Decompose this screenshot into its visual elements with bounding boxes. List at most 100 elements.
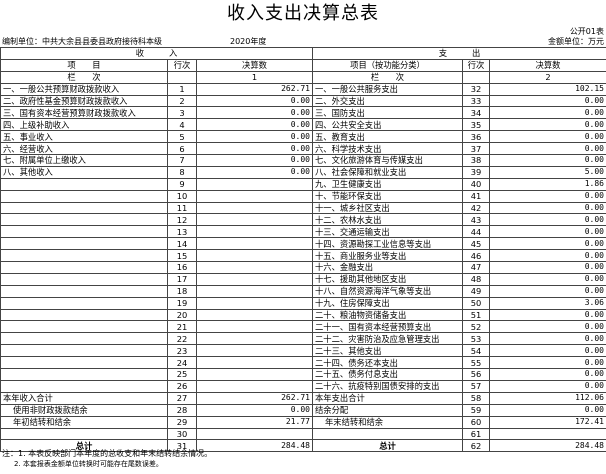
- amount-cell: [196, 320, 313, 334]
- amount-cell: 0.00: [489, 213, 606, 227]
- item-cell: 二十三、其他支出: [312, 344, 463, 358]
- line-cell: 23: [167, 344, 197, 358]
- amount-cell: 284.48: [489, 439, 606, 453]
- line-cell: 48: [462, 272, 490, 286]
- amount-header: 决算数: [196, 58, 313, 72]
- item-cell: 十六、金融支出: [312, 261, 463, 274]
- amount-cell: [196, 356, 313, 370]
- item-cell: 十二、农林水支出: [312, 213, 463, 227]
- item-cell: 二、政府性基金预算财政拨款收入: [0, 94, 168, 108]
- line-cell: 36: [462, 130, 490, 144]
- item-cell: [0, 332, 168, 346]
- line-cell: 37: [462, 142, 490, 156]
- table-row: 七、附属单位上缴收入 7 0.00 七、文化旅游体育与传媒支出 38 0.00: [0, 154, 606, 167]
- table-row: 23 二十三、其他支出 54 0.00: [0, 344, 606, 358]
- item-cell: 八、其他收入: [0, 165, 168, 179]
- table-row: 五、事业收入 5 0.00 五、教育支出 36 0.00: [0, 130, 606, 144]
- line-cell: 58: [462, 391, 490, 405]
- line-cell: 17: [167, 272, 197, 286]
- line-cell: 12: [167, 213, 197, 227]
- amount-cell: [196, 332, 313, 346]
- column-label: 栏 次: [312, 70, 463, 84]
- item-cell: 二、外交支出: [312, 94, 463, 108]
- table-row: 26 二十六、抗疫特别国债安排的支出 57 0.00: [0, 379, 606, 393]
- item-cell: 十五、商业服务业等支出: [312, 249, 463, 263]
- item-cell: 二十六、抗疫特别国债安排的支出: [312, 379, 463, 393]
- amount-cell: 0.00: [489, 368, 606, 381]
- amount-cell: [196, 213, 313, 227]
- item-cell: 十四、资源勘探工业信息等支出: [312, 237, 463, 251]
- table-row: 12 十二、农林水支出 43 0.00: [0, 213, 606, 227]
- line-cell: 52: [462, 320, 490, 334]
- line-cell: 28: [167, 403, 197, 417]
- table-row: 四、上级补助收入 4 0.00 四、公共安全支出 35 0.00: [0, 118, 606, 132]
- amount-cell: 0.00: [196, 403, 313, 417]
- table-row: 19 十九、住房保障支出 50 3.06: [0, 296, 606, 310]
- amount-cell: 0.00: [489, 237, 606, 251]
- item-cell: 十、节能环保支出: [312, 189, 463, 203]
- expense-header: 支 出: [312, 47, 606, 60]
- amount-cell: [196, 189, 313, 203]
- line-cell: 13: [167, 225, 197, 239]
- line-cell: 15: [167, 249, 197, 263]
- item-cell: [0, 189, 168, 203]
- line-cell: 53: [462, 332, 490, 346]
- line-cell: 62: [462, 439, 490, 453]
- table-row: 一、一般公共预算财政拨款收入 1 262.71 一、一般公共服务支出 32 102.15: [0, 82, 606, 96]
- line-cell: 19: [167, 296, 197, 310]
- amount-cell: [196, 201, 313, 215]
- item-cell: [0, 296, 168, 310]
- amount-cell: 0.00: [489, 118, 606, 132]
- table-row: 本年收入合计 27 262.71 本年支出合计 58 112.06: [0, 391, 606, 405]
- item-cell: 二十二、灾害防治及应急管理支出: [312, 332, 463, 346]
- line-cell: 4: [167, 118, 197, 132]
- compiling-unit: 编制单位：中共大余县县委县政府接待科本级: [2, 37, 162, 46]
- item-cell: 十七、援助其他地区支出: [312, 272, 463, 286]
- item-cell: 一、一般公共预算财政拨款收入: [0, 82, 168, 96]
- amount-cell: [196, 308, 313, 322]
- item-cell: 七、文化旅游体育与传媒支出: [312, 154, 463, 167]
- amount-cell: 0.00: [489, 272, 606, 286]
- amount-cell: [196, 261, 313, 274]
- item-cell: [0, 201, 168, 215]
- fiscal-year: 2020年度: [230, 37, 267, 46]
- table-row: 22 二十二、灾害防治及应急管理支出 53 0.00: [0, 332, 606, 346]
- item-cell: [0, 272, 168, 286]
- summary-table: 收 入 支 出 项 目 行次 决算数 项目（按功能分类） 行次 决算数 栏 次 …: [0, 47, 606, 453]
- amount-cell: [196, 249, 313, 263]
- item-cell: 三、国有资本经营预算财政拨款收入: [0, 106, 168, 120]
- amount-header: 决算数: [489, 58, 606, 72]
- amount-cell: 0.00: [196, 118, 313, 132]
- line-cell: 57: [462, 379, 490, 393]
- item-cell: 十一、城乡社区支出: [312, 201, 463, 215]
- item-cell: 八、社会保障和就业支出: [312, 165, 463, 179]
- amount-cell: 1.86: [489, 177, 606, 191]
- line-cell: 18: [167, 284, 197, 298]
- table-row: 25 二十五、债务付息支出 56 0.00: [0, 368, 606, 381]
- table-row: 15 十五、商业服务业等支出 46 0.00: [0, 249, 606, 263]
- line-cell: 6: [167, 142, 197, 156]
- item-cell: 二十五、债务付息支出: [312, 368, 463, 381]
- notes: 注：1. 本表反映部门本年度的总收支和年末结转结余情况。 2. 本套报表金额单位…: [2, 448, 212, 470]
- line-cell: 30: [167, 427, 197, 441]
- item-cell: 十九、住房保障支出: [312, 296, 463, 310]
- line-cell: 11: [167, 201, 197, 215]
- line-cell: 9: [167, 177, 197, 191]
- amount-cell: [196, 427, 313, 441]
- item-cell: [0, 368, 168, 381]
- note-2: 2. 本套报表金额单位转换时可能存在尾数误差。: [14, 460, 163, 468]
- amount-cell: 0.00: [489, 154, 606, 167]
- line-cell: 35: [462, 118, 490, 132]
- item-cell: [0, 261, 168, 274]
- table-row: 11 十一、城乡社区支出 42 0.00: [0, 201, 606, 215]
- line-header: 行次: [167, 58, 197, 72]
- amount-cell: [196, 344, 313, 358]
- line-cell: 29: [167, 415, 197, 429]
- amount-cell: 102.15: [489, 82, 606, 96]
- line-cell: 10: [167, 189, 197, 203]
- item-cell: [0, 356, 168, 370]
- table-row: 10 十、节能环保支出 41 0.00: [0, 189, 606, 203]
- amount-cell: 0.00: [489, 106, 606, 120]
- line-cell: 54: [462, 344, 490, 358]
- item-cell: 总计: [0, 439, 168, 453]
